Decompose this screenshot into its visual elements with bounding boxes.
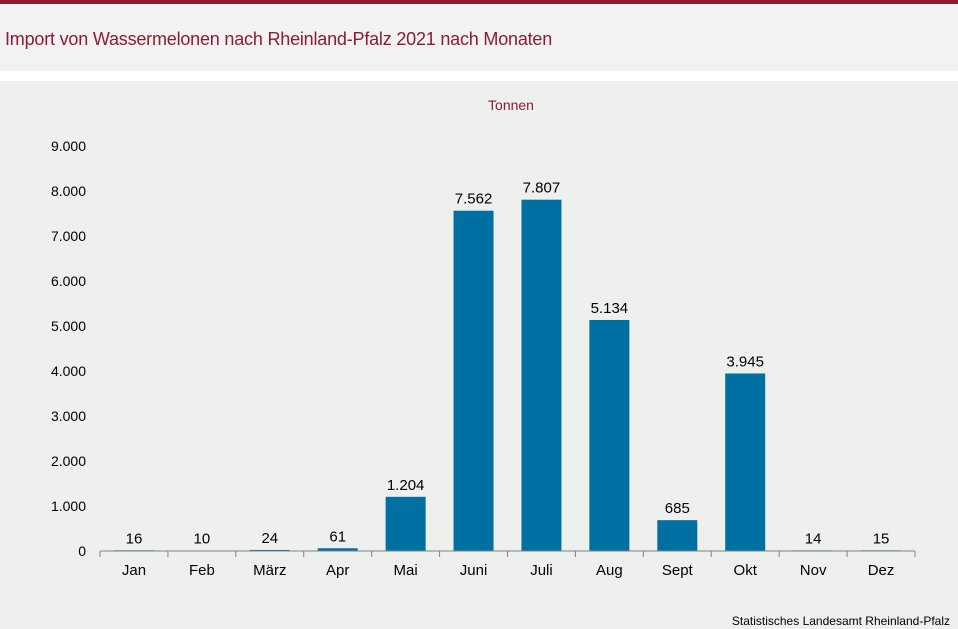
x-tick-label: Sept [662,562,694,579]
y-tick-label: 7.000 [51,228,86,244]
unit-label: Tonnen [488,97,534,113]
x-tick-label: Aug [596,562,623,579]
y-tick-label: 8.000 [51,183,86,199]
x-tick-label: Nov [800,562,827,579]
bar-juli [521,199,562,551]
chart-header: Import von Wassermelonen nach Rheinland-… [0,4,958,71]
bar-apr [317,548,358,551]
data-label: 15 [873,530,890,547]
data-label: 5.134 [591,300,629,317]
chart-title: Import von Wassermelonen nach Rheinland-… [5,29,553,49]
data-label: 1.204 [387,477,425,494]
bar-aug [589,319,630,551]
bar-sept [657,520,698,551]
x-tick-label: März [253,562,286,579]
data-label: 685 [665,500,690,517]
data-label: 7.807 [523,180,561,197]
y-tick-label: 0 [78,543,86,559]
bar-okt [725,373,766,551]
x-axis: Jan Feb März Apr Mai Juni Juli Aug Sept Okt Nov Dez [99,550,916,579]
data-label: 16 [126,530,143,547]
data-labels: 16 10 24 61 1.204 7.562 7.807 5.134 685 3.945 14 15 [126,180,890,548]
top-accent-rule [0,0,958,4]
data-label: 61 [329,528,346,545]
bar-mai [385,496,426,551]
y-axis-ticks: 0 1.000 2.000 3.000 4.000 5.000 6.000 7.000 8.00… [51,138,86,559]
y-tick-label: 3.000 [51,408,86,424]
x-tick-label: Jan [122,562,146,579]
x-tick-label: Apr [326,562,349,579]
bar-märz [249,549,290,551]
y-tick-label: 9.000 [51,138,86,154]
y-tick-label: 1.000 [51,498,86,514]
x-tick-label: Juni [460,562,488,579]
x-tick-label: Juli [530,562,553,579]
x-tick-label: Dez [868,562,895,579]
header-separator [0,71,958,81]
data-label: 3.945 [726,353,764,370]
bar-juni [453,210,494,551]
bars [113,199,902,551]
data-label: 14 [805,530,822,547]
data-label: 10 [194,531,211,548]
data-label: 24 [261,530,278,547]
y-tick-label: 6.000 [51,273,86,289]
y-tick-label: 2.000 [51,453,86,469]
x-tick-label: Feb [189,562,215,579]
x-tick-label: Okt [734,562,758,579]
source-note: Statistisches Landesamt Rheinland-Pfalz [732,614,950,628]
x-tick-label: Mai [394,562,418,579]
y-tick-label: 4.000 [51,363,86,379]
data-label: 7.562 [455,191,493,208]
y-tick-label: 5.000 [51,318,86,334]
